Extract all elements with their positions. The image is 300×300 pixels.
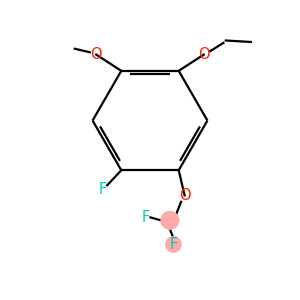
Text: F: F — [142, 210, 150, 225]
Text: O: O — [198, 47, 209, 62]
Text: F: F — [99, 182, 107, 197]
Text: O: O — [179, 188, 190, 203]
Text: O: O — [91, 47, 102, 62]
Circle shape — [161, 212, 179, 229]
Circle shape — [166, 237, 181, 252]
Text: F: F — [169, 237, 178, 252]
